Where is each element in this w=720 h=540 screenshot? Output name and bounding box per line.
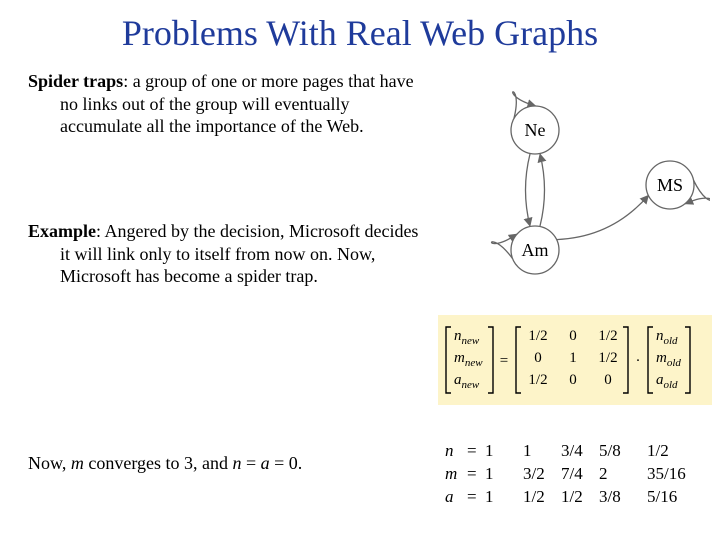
iter-val-m-3: 2 <box>599 463 647 486</box>
iter-val-a-0: 1 <box>485 486 523 509</box>
example-rest: : Angered by the decision, Microsoft dec… <box>60 221 418 286</box>
convergence-paragraph: Now, m converges to 3, and n = a = 0. <box>28 452 428 475</box>
node-label-Ne: Ne <box>525 120 546 140</box>
iter-val-a-4: 5/16 <box>647 486 695 509</box>
matrix-cell-2-0: 1/2 <box>528 372 547 388</box>
iter-eq: = <box>467 486 485 509</box>
edge-Ne-Am <box>540 154 545 226</box>
iter-val-n-0: 1 <box>485 440 523 463</box>
conv-eq1: = <box>241 453 260 473</box>
matrix-right-m: mold <box>656 350 681 369</box>
iter-eq: = <box>467 440 485 463</box>
iter-val-m-0: 1 <box>485 463 523 486</box>
iter-val-m-1: 3/2 <box>523 463 561 486</box>
conv-mid: converges to 3, and <box>84 453 233 473</box>
matrix-equals: = <box>500 353 508 369</box>
node-label-MS: MS <box>657 175 683 195</box>
matrix-right-a: aold <box>656 372 678 391</box>
iter-val-n-3: 5/8 <box>599 440 647 463</box>
example-lead: Example <box>28 221 96 241</box>
matrix-dot: · <box>636 353 641 369</box>
iter-row-m: m=13/27/4235/16 <box>445 463 695 486</box>
matrix-cell-0-1: 0 <box>569 328 577 344</box>
matrix-cell-2-2: 0 <box>604 372 612 388</box>
iter-row-a: a=11/21/23/85/16 <box>445 486 695 509</box>
matrix-cell-1-0: 0 <box>534 350 542 366</box>
matrix-left-m: mnew <box>454 350 483 369</box>
matrix-cell-0-0: 1/2 <box>528 328 547 344</box>
iter-eq: = <box>467 463 485 486</box>
spider-traps-paragraph: Spider traps: a group of one or more pag… <box>28 70 428 138</box>
web-graph-diagram: Ne MS Am <box>440 70 710 300</box>
spider-traps-lead: Spider traps <box>28 71 123 91</box>
conv-pre: Now, <box>28 453 71 473</box>
iter-val-a-2: 1/2 <box>561 486 599 509</box>
iteration-table: n=113/45/81/2m=13/27/4235/16a=11/21/23/8… <box>445 440 695 509</box>
matrix-left-a: anew <box>454 372 480 391</box>
iter-var: n <box>445 440 467 463</box>
page-title: Problems With Real Web Graphs <box>0 0 720 64</box>
node-label-Am: Am <box>522 240 549 260</box>
iter-val-a-1: 1/2 <box>523 486 561 509</box>
conv-post: = 0. <box>270 453 303 473</box>
iter-val-m-4: 35/16 <box>647 463 695 486</box>
matrix-left-n: nnew <box>454 328 480 347</box>
matrix-right-n: nold <box>656 328 678 347</box>
iter-var: m <box>445 463 467 486</box>
iter-val-n-2: 3/4 <box>561 440 599 463</box>
iter-val-n-4: 1/2 <box>647 440 695 463</box>
matrix-cell-1-2: 1/2 <box>598 350 617 366</box>
example-paragraph: Example: Angered by the decision, Micros… <box>28 220 428 288</box>
iter-var: a <box>445 486 467 509</box>
iter-val-m-2: 7/4 <box>561 463 599 486</box>
transition-matrix: nnew mnew anew = 1/2 0 1/2 0 1 1/2 1/2 0 0 · nold mold a… <box>438 315 712 405</box>
iter-val-a-3: 3/8 <box>599 486 647 509</box>
matrix-cell-2-1: 0 <box>569 372 577 388</box>
conv-a: a <box>261 453 270 473</box>
iter-val-n-1: 1 <box>523 440 561 463</box>
matrix-cell-0-2: 1/2 <box>598 328 617 344</box>
matrix-cell-1-1: 1 <box>569 350 577 366</box>
edge-Ne-Am <box>526 154 531 226</box>
conv-m: m <box>71 453 84 473</box>
edge-Am-MS <box>557 195 649 239</box>
iter-row-n: n=113/45/81/2 <box>445 440 695 463</box>
